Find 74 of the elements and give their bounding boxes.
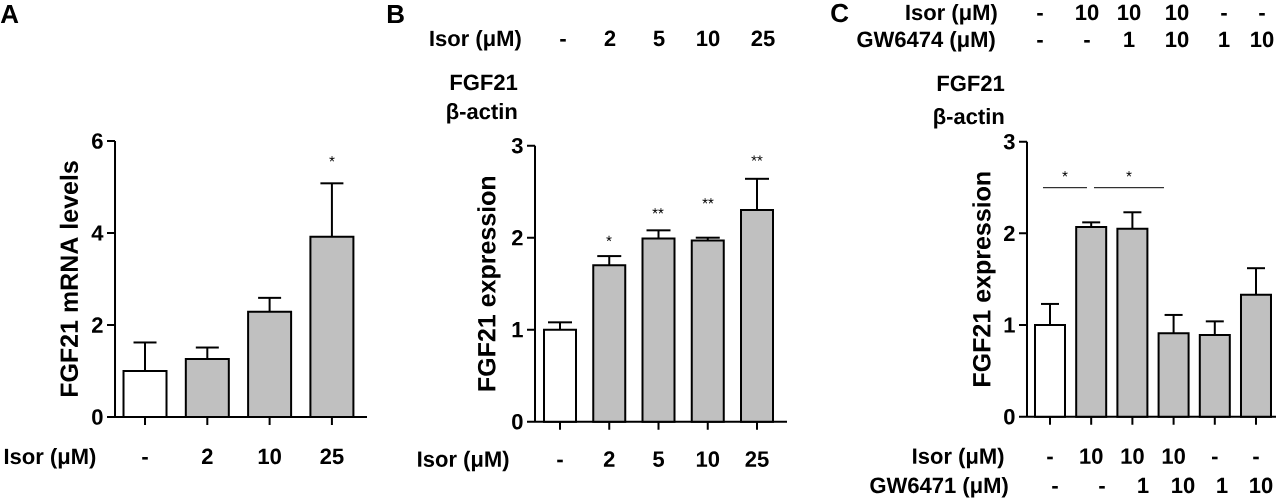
x-tick-label: - — [557, 459, 563, 463]
x-tick-label: 10 — [696, 451, 720, 467]
y-tick-label: 4 — [91, 225, 104, 241]
y-tick-label: 2 — [512, 230, 523, 246]
chart-title: C — [831, 3, 849, 23]
text: 10 — [1172, 477, 1195, 494]
text: GW6474 (μM) — [857, 31, 995, 52]
text: - — [1259, 12, 1265, 16]
text: FGF21 — [937, 75, 1005, 92]
text: 10 — [1076, 4, 1099, 21]
x-tick-label: 2 — [603, 451, 615, 467]
annotation: * — [329, 156, 335, 162]
text: 2 — [604, 30, 616, 46]
text: β-actin — [934, 108, 1004, 129]
text: - — [1037, 39, 1043, 43]
chart-title: B — [387, 5, 404, 23]
y-tick-label: 2 — [1004, 225, 1015, 242]
text: - — [1099, 485, 1105, 489]
x-tick-label: - — [142, 456, 148, 460]
x-tick-label: 5 — [653, 451, 665, 467]
text: Isor (μM) — [906, 4, 997, 25]
x-tick-label: 10 — [258, 448, 281, 465]
text: 10 — [697, 30, 720, 47]
annotation: ** — [702, 198, 714, 204]
x-tick-label: 25 — [745, 451, 769, 467]
text: - — [1221, 12, 1227, 16]
annotation: ** — [751, 155, 763, 161]
text: 10 — [1118, 4, 1141, 21]
text: 10 — [1251, 31, 1274, 48]
y-tick-label: 1 — [512, 322, 523, 338]
x-tick-label: 10 — [1162, 448, 1185, 464]
y-tick-label: 1 — [1004, 317, 1015, 333]
text: 1 — [1124, 31, 1135, 47]
y-tick-label: 3 — [1003, 133, 1015, 150]
y-tick-label: 2 — [92, 317, 103, 333]
annotation: ** — [652, 208, 664, 214]
annotation: * — [606, 235, 612, 242]
text: 5 — [653, 30, 665, 47]
y-axis-title: FGF21 expression — [477, 176, 501, 391]
text: β-actin — [447, 103, 517, 124]
text: 1 — [1219, 31, 1230, 47]
y-axis-title: FGF21 mRNA levels — [59, 161, 79, 397]
chart-title: A — [0, 5, 19, 23]
x-axis-title: Isor (μM) — [913, 447, 1004, 469]
text: 1 — [1217, 477, 1228, 493]
y-tick-label: 0 — [1004, 408, 1015, 425]
x-tick-label: 2 — [201, 448, 213, 464]
y-tick-label: 0 — [512, 413, 523, 430]
text: - — [1084, 39, 1090, 43]
text: - — [1052, 485, 1058, 489]
x-tick-label: - — [1211, 456, 1218, 460]
x-axis-title: Isor (μM) — [4, 448, 96, 469]
text: - — [1037, 12, 1043, 16]
x-tick-label: 10 — [1121, 448, 1144, 464]
x-tick-label: 10 — [1080, 448, 1103, 464]
text: 25 — [751, 30, 775, 47]
y-tick-label: 0 — [92, 409, 103, 425]
text: - — [560, 38, 566, 42]
text: GW6471 (μM) — [870, 477, 1008, 498]
x-tick-label: 25 — [320, 448, 344, 465]
text: 1 — [1138, 477, 1149, 493]
text: 10 — [1166, 4, 1189, 21]
annotation: * — [1062, 171, 1068, 177]
text: 10 — [1250, 477, 1273, 494]
y-axis-title: FGF21 expression — [972, 172, 996, 386]
x-tick-label: - — [1253, 456, 1259, 460]
text: FGF21 — [450, 74, 518, 91]
x-axis-title: Isor (μM) — [418, 450, 509, 472]
text: 10 — [1166, 31, 1189, 48]
annotation: * — [1126, 171, 1132, 177]
y-tick-label: 6 — [92, 133, 103, 149]
x-tick-label: - — [1047, 456, 1053, 460]
y-tick-label: 3 — [511, 137, 523, 154]
text: Isor (μM) — [430, 30, 521, 51]
